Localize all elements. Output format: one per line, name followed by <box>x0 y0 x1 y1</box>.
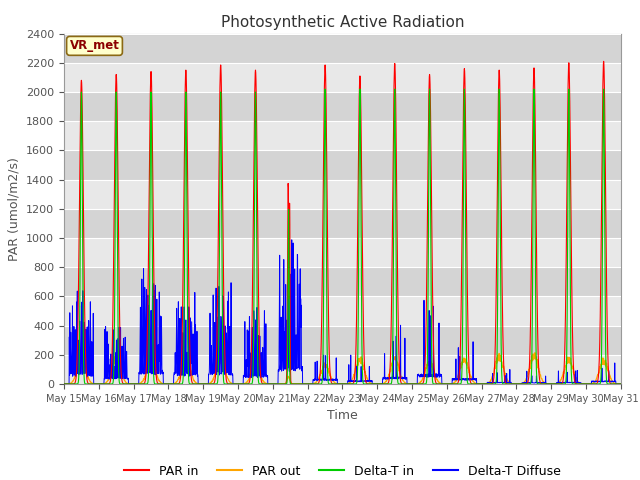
X-axis label: Time: Time <box>327 409 358 422</box>
Bar <box>64 121 621 150</box>
Legend: PAR in, PAR out, Delta-T in, Delta-T Diffuse: PAR in, PAR out, Delta-T in, Delta-T Dif… <box>119 460 566 480</box>
Text: VR_met: VR_met <box>70 39 120 52</box>
Title: Photosynthetic Active Radiation: Photosynthetic Active Radiation <box>221 15 464 30</box>
Bar <box>64 296 621 325</box>
Bar <box>64 150 621 180</box>
Bar <box>64 209 621 238</box>
Bar <box>64 238 621 267</box>
Bar <box>64 34 621 63</box>
Bar <box>64 325 621 355</box>
Bar <box>64 180 621 209</box>
Bar <box>64 92 621 121</box>
Bar <box>64 63 621 92</box>
Y-axis label: PAR (umol/m2/s): PAR (umol/m2/s) <box>8 157 20 261</box>
Bar <box>64 355 621 384</box>
Bar <box>64 267 621 296</box>
